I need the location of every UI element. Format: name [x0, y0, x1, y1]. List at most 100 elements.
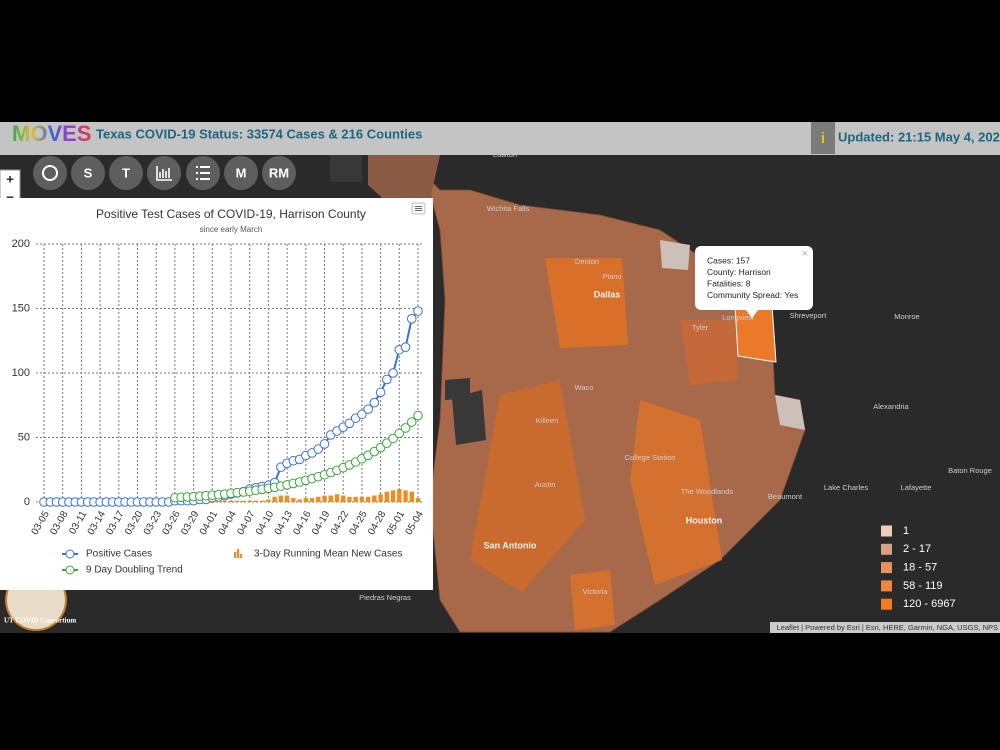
map-legend: 1 2 - 17 18 - 57 58 - 119 120 - 6967: [881, 525, 956, 610]
place-label: Baton Rouge: [948, 466, 992, 475]
legend-symbol: [65, 549, 75, 559]
point: [319, 439, 330, 449]
bar: [372, 495, 377, 502]
place-label: Monroe: [894, 312, 919, 321]
legend-symbol: [240, 554, 243, 558]
legend-swatch: [881, 525, 892, 537]
popup-close[interactable]: ×: [802, 248, 808, 260]
zoom-in[interactable]: +: [6, 171, 14, 186]
bar: [235, 500, 240, 502]
point: [388, 433, 398, 444]
popup-line: County: Harrison: [707, 267, 771, 277]
county-region[interactable]: [630, 400, 722, 585]
bar: [284, 495, 290, 502]
y-tick-label: 200: [12, 238, 30, 250]
place-label: Dallas: [594, 289, 621, 299]
county-region[interactable]: [330, 155, 362, 182]
county-region[interactable]: [470, 380, 585, 592]
legend-swatch: [881, 580, 892, 592]
popup-line: Fatalities: 8: [707, 278, 751, 288]
chart-panel: [0, 198, 433, 590]
button-label[interactable]: RM: [269, 165, 289, 180]
place-label: Beaumont: [768, 492, 803, 501]
header-title: Texas COVID-19 Status: 33574 Cases & 216…: [96, 126, 422, 141]
place-label: Plano: [602, 272, 621, 281]
county-region[interactable]: [545, 258, 628, 348]
bar: [322, 495, 327, 502]
legend-label: 120 - 6967: [903, 598, 956, 610]
bar: [359, 496, 365, 502]
point: [344, 418, 355, 429]
chart-button[interactable]: [147, 156, 181, 190]
logo[interactable]: MOVES: [12, 121, 91, 146]
bar: [353, 496, 358, 502]
bar: [397, 489, 402, 502]
legend-swatch: [881, 543, 892, 555]
bar: [278, 495, 284, 502]
zoom-out[interactable]: −: [6, 189, 14, 204]
county-region[interactable]: [368, 155, 440, 205]
toolbar-button[interactable]: [109, 156, 143, 190]
button-label[interactable]: S: [84, 165, 93, 180]
bar: [247, 500, 252, 502]
county-region[interactable]: [452, 390, 486, 445]
bar: [415, 498, 421, 502]
toolbar-button[interactable]: [71, 156, 105, 190]
legend-symbol: [65, 565, 75, 575]
county-region[interactable]: [680, 320, 738, 385]
bar: [409, 491, 414, 502]
button-label[interactable]: M: [236, 165, 247, 180]
bar: [341, 495, 346, 502]
chart-subtitle: since early March: [200, 225, 263, 234]
point: [413, 410, 423, 421]
credit: UT COVID Consortium: [4, 617, 76, 625]
place-labels: LawtonWichita FallsDentonPlanoDallasTyle…: [359, 150, 992, 602]
point: [382, 374, 392, 385]
point: [394, 428, 405, 439]
legend-swatch: [881, 562, 892, 574]
bar: [228, 500, 234, 502]
point: [369, 397, 380, 408]
popup-tip: [745, 309, 759, 318]
bar: [365, 496, 371, 502]
place-label: Longview: [722, 313, 754, 322]
bar: [384, 491, 390, 502]
info-icon[interactable]: i: [821, 130, 825, 147]
button-label[interactable]: T: [122, 165, 130, 180]
toolbar: S T M RM + −: [0, 156, 296, 233]
legend-label: 9 Day Doubling Trend: [86, 565, 183, 576]
attribution-bar: [770, 622, 1000, 633]
legend-label: 3-Day Running Mean New Cases: [254, 549, 402, 560]
toolbar-button[interactable]: [224, 156, 258, 190]
county-region[interactable]: [775, 395, 805, 430]
bar: [216, 500, 221, 502]
place-label: Houston: [686, 515, 723, 525]
bar: [253, 500, 259, 502]
place-label: Shreveport: [790, 311, 828, 320]
y-tick-label: 0: [24, 496, 30, 508]
point: [400, 342, 411, 353]
bar: [241, 500, 246, 502]
toolbar-button[interactable]: [262, 156, 296, 190]
county-region[interactable]: [445, 378, 470, 400]
county-region[interactable]: [570, 570, 615, 630]
globe-icon: [42, 165, 58, 181]
place-label: San Antonio: [484, 540, 537, 550]
bar: [272, 496, 277, 502]
bar: [309, 498, 315, 502]
place-label: Lake Charles: [824, 483, 868, 492]
place-label: Victoria: [583, 587, 609, 596]
info-button[interactable]: [811, 122, 835, 154]
chart-icon: [156, 166, 172, 181]
legend-symbol: [234, 552, 237, 558]
point: [375, 387, 386, 398]
bar: [259, 500, 265, 502]
county-region[interactable]: [660, 240, 690, 270]
globe-button[interactable]: [33, 156, 67, 190]
place-label: Lafayette: [901, 483, 932, 492]
place-label: Austin: [535, 480, 556, 489]
bar: [347, 496, 352, 502]
chart-title: Positive Test Cases of COVID-19, Harriso…: [96, 207, 366, 221]
